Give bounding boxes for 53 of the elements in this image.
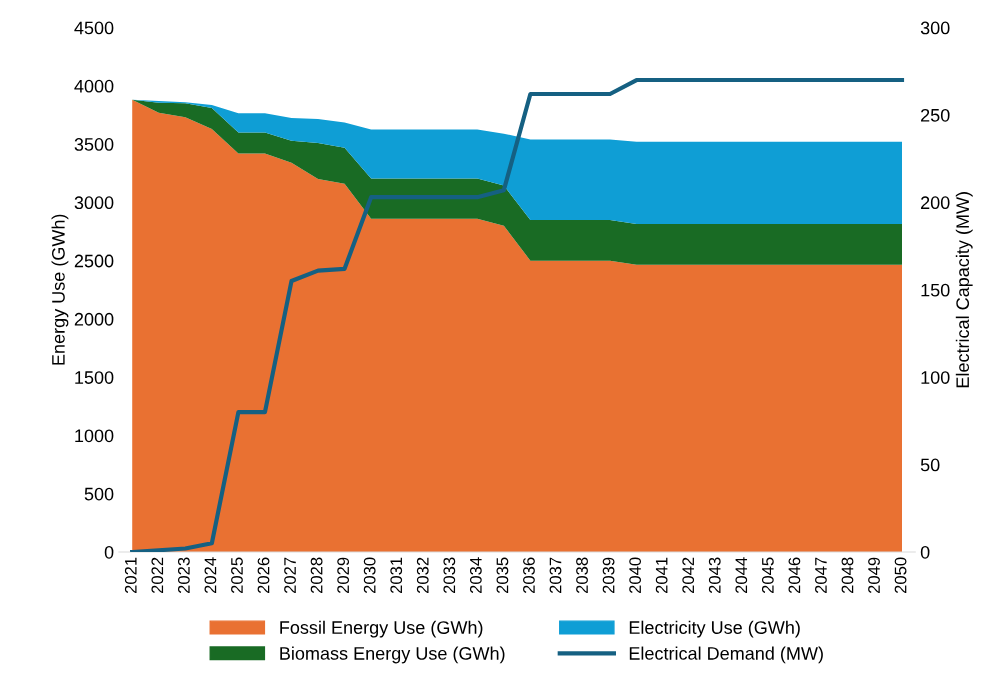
legend-label: Electricity Use (GWh) [629, 620, 800, 638]
x-tick-label: 2036 [523, 557, 535, 594]
y-tick-label: 2500 [74, 254, 114, 268]
x-tick-label: 2048 [841, 557, 854, 594]
x-tick-label: 2035 [496, 557, 509, 594]
x-tick-label: 2040 [629, 557, 642, 594]
x-tick-label: 2038 [576, 557, 588, 594]
y-axis-title: Energy Use (GWh) [51, 214, 69, 365]
x-tick-label: 2045 [761, 557, 774, 594]
x-tick-label: 2021 [124, 557, 137, 594]
y-tick-label: 3000 [74, 196, 114, 210]
x-tick-label: 2046 [788, 557, 801, 594]
x-tick-label: 2031 [390, 557, 403, 594]
x-tick-label: 2034 [469, 557, 482, 594]
y2-tick-label: 50 [920, 458, 940, 472]
x-tick-label: 2026 [257, 557, 270, 594]
x-tick-label: 2050 [894, 557, 907, 594]
x-tick-label: 2027 [284, 557, 296, 594]
y-tick-label: 500 [84, 487, 114, 501]
x-tick-label: 2030 [363, 557, 376, 594]
x-tick-label: 2032 [416, 557, 429, 594]
legend-label: Electrical Demand (MW) [629, 646, 823, 664]
x-tick-label: 2043 [708, 557, 721, 594]
y-tick-label: 4000 [74, 79, 114, 93]
x-tick-label: 2039 [602, 557, 615, 594]
x-tick-label: 2042 [682, 557, 695, 594]
y-tick-label: 1500 [75, 371, 114, 384]
y2-tick-label: 100 [921, 371, 950, 384]
y2-tick-label: 0 [920, 545, 930, 559]
x-tick-label: 2024 [204, 557, 217, 594]
y-tick-label: 0 [104, 545, 114, 559]
y2-tick-label: 150 [921, 283, 950, 297]
x-tick-label: 2047 [815, 557, 827, 594]
x-tick-label: 2022 [151, 557, 164, 594]
x-tick-label: 2049 [868, 557, 880, 594]
y2-tick-label: 300 [920, 21, 950, 35]
y2-tick-label: 200 [921, 196, 950, 210]
y-tick-label: 4500 [74, 21, 114, 35]
y-tick-label: 1000 [75, 429, 114, 443]
x-tick-label: 2023 [177, 557, 190, 594]
legend-label: Fossil Energy Use (GWh) [280, 620, 483, 638]
x-tick-label: 2041 [655, 557, 668, 594]
x-tick-label: 2044 [735, 557, 748, 594]
y2-tick-label: 250 [921, 108, 950, 122]
y-tick-label: 2000 [74, 312, 114, 326]
x-tick-label: 2028 [310, 557, 323, 594]
y-tick-label: 3500 [74, 138, 114, 151]
x-tick-label: 2025 [231, 557, 243, 594]
x-tick-label: 2029 [337, 557, 350, 594]
y2-axis-title: Electrical Capacity (MW) [955, 192, 973, 388]
x-tick-label: 2033 [443, 557, 456, 594]
legend-label: Biomass Energy Use (GWh) [280, 646, 505, 664]
x-tick-label: 2037 [549, 557, 562, 594]
